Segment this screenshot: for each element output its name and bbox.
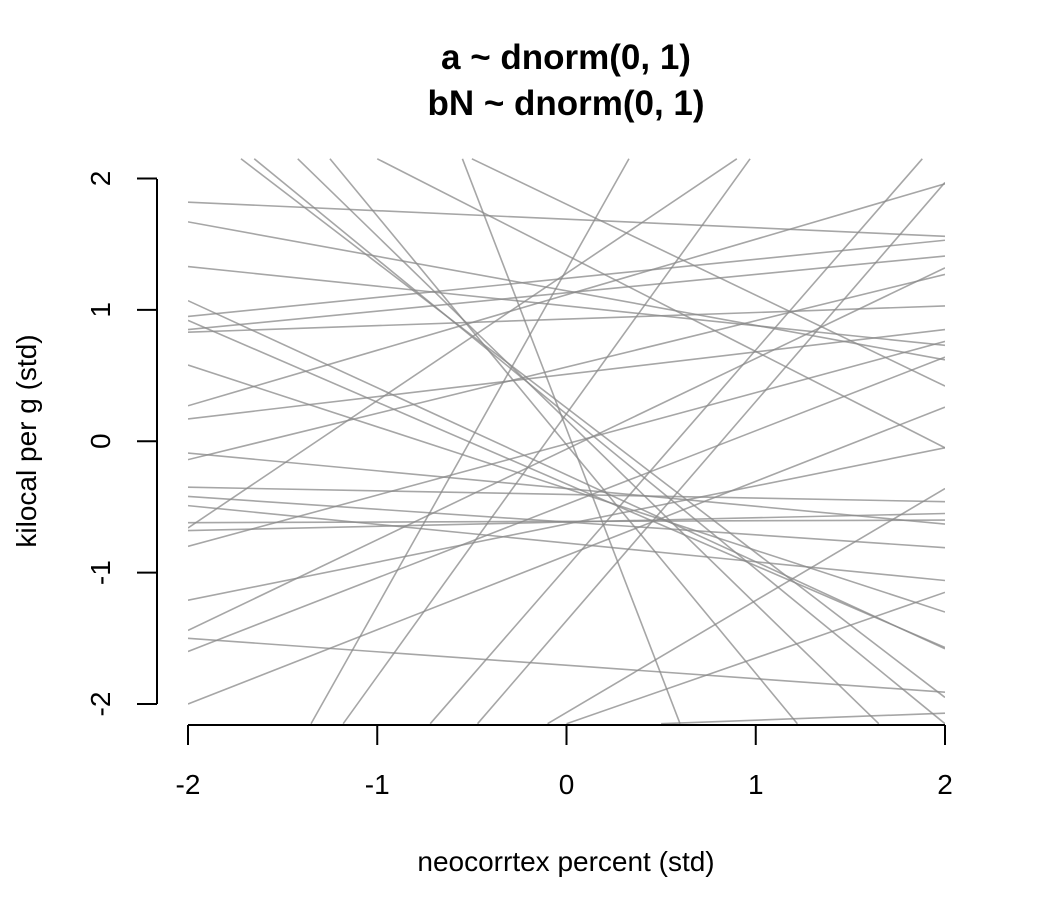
prior-line-36 bbox=[476, 181, 945, 725]
prior-line-37 bbox=[240, 158, 945, 699]
prior-line-5 bbox=[188, 255, 945, 331]
y-tick-label: -1 bbox=[85, 560, 116, 585]
prior-line-28 bbox=[188, 158, 738, 529]
prior-line-27 bbox=[661, 712, 945, 725]
prior-line-19 bbox=[188, 267, 945, 632]
prior-line-38 bbox=[471, 158, 945, 387]
prior-line-7 bbox=[188, 182, 945, 407]
y-axis-ticks: -2 -1 0 1 2 bbox=[85, 171, 157, 717]
prior-line-29 bbox=[253, 158, 945, 725]
y-tick-label: 2 bbox=[85, 171, 116, 187]
prior-line-8 bbox=[188, 328, 945, 420]
prior-line-24 bbox=[188, 273, 945, 461]
prior-line-18 bbox=[188, 356, 945, 653]
x-tick-label: -1 bbox=[365, 769, 390, 800]
prior-line-14 bbox=[188, 512, 945, 532]
chart-title-line-1: a ~ dnorm(0, 1) bbox=[441, 38, 691, 77]
prior-line-26 bbox=[566, 591, 945, 725]
prior-line-39 bbox=[376, 158, 945, 449]
prior-line-16 bbox=[188, 447, 945, 601]
prior-line-33 bbox=[310, 158, 630, 725]
x-tick-label: -2 bbox=[176, 769, 201, 800]
prior-line-31 bbox=[329, 158, 799, 725]
prior-line-4 bbox=[188, 239, 945, 318]
prior-line-6 bbox=[188, 305, 945, 334]
prior-line-17 bbox=[188, 637, 945, 693]
prior-line-20 bbox=[188, 406, 945, 705]
chart-title-line-2: bN ~ dnorm(0, 1) bbox=[427, 84, 704, 123]
x-tick-label: 1 bbox=[748, 769, 764, 800]
prior-line-2 bbox=[188, 221, 945, 361]
prior-line-34 bbox=[342, 158, 751, 725]
prior-lines bbox=[188, 158, 945, 725]
x-tick-label: 2 bbox=[937, 769, 953, 800]
prior-line-22 bbox=[188, 319, 945, 649]
x-tick-label: 0 bbox=[559, 769, 575, 800]
prior-line-12 bbox=[188, 504, 945, 582]
x-axis-ticks: -2 -1 0 1 2 bbox=[176, 725, 953, 800]
prior-line-32 bbox=[461, 158, 681, 724]
prior-line-30 bbox=[297, 158, 880, 725]
prior-line-25 bbox=[547, 487, 945, 725]
y-tick-label: -2 bbox=[85, 692, 116, 717]
y-axis-label: kilocal per g (std) bbox=[11, 334, 42, 547]
prior-line-21 bbox=[188, 299, 945, 650]
prior-line-10 bbox=[188, 486, 945, 503]
x-axis-label: neocorrtex percent (std) bbox=[417, 846, 714, 877]
y-tick-label: 0 bbox=[85, 433, 116, 449]
prior-line-3 bbox=[188, 265, 945, 347]
prior-line-1 bbox=[188, 201, 945, 238]
prior-line-23 bbox=[188, 364, 945, 613]
y-tick-label: 1 bbox=[85, 302, 116, 318]
prior-line-35 bbox=[429, 158, 923, 725]
